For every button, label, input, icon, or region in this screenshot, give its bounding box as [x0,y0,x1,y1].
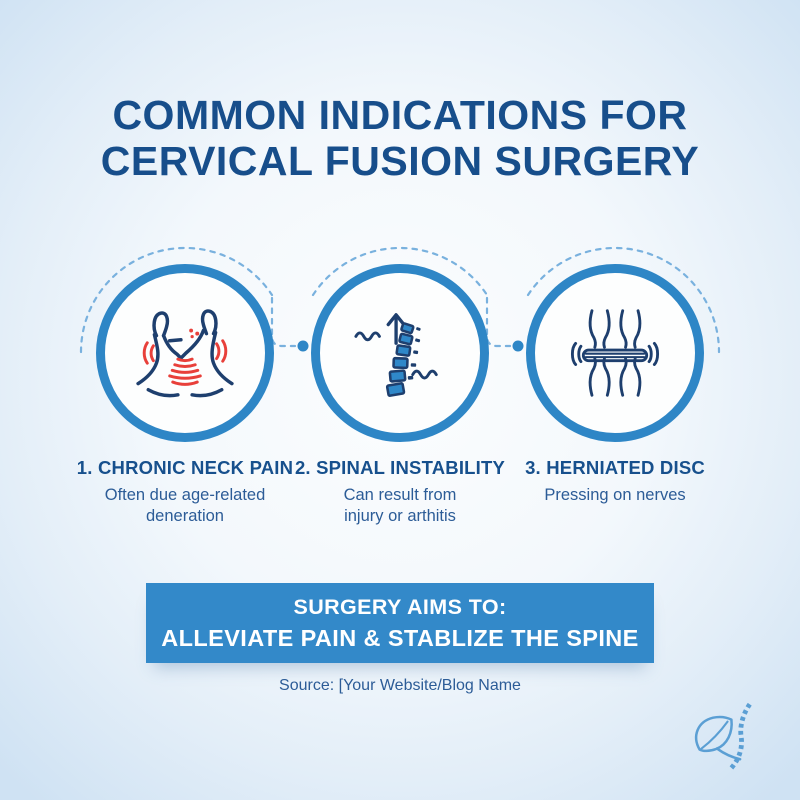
step-circle-3 [526,264,704,442]
step-caption-2: 2. SPINAL INSTABILITY Can result from in… [285,457,515,528]
step-circle-1 [96,264,274,442]
spine-leaf-logo [695,702,752,770]
step-description: Can result from injury or arthitis [343,486,457,526]
lower-vertebra [588,357,642,397]
neck-pain-icon [136,309,234,398]
connector-elbow-2 [485,296,512,348]
connector-elbow-1 [270,296,297,348]
step-caption-3: 3. HERNIATED DISC Pressing on nerves [500,457,730,506]
upper-vertebra [588,309,642,349]
dashed-connector-graphic [79,246,721,354]
herniated-disc-icon [570,309,660,397]
step-heading: 2. SPINAL INSTABILITY [294,457,506,478]
step-description: Pressing on nerves [544,486,686,504]
leaf-outline [695,715,733,753]
banner-line-1: SURGERY AIMS TO: [293,594,507,619]
connector-dot [512,340,524,352]
step-heading: 3. HERNIATED DISC [525,457,705,478]
leaf-vein [700,720,729,750]
page-title: COMMON INDICATIONS FOR CERVICAL FUSION S… [100,92,700,185]
leaf-stem [715,747,742,761]
step-caption-1: 1. CHRONIC NECK PAIN Often due age-relat… [70,457,300,528]
disc-capsule [581,348,649,363]
spinal-instability-icon [354,313,438,397]
step-circle-2 [311,264,489,442]
step-heading: 1. CHRONIC NECK PAIN [76,457,294,478]
banner-line-2: ALLEVIATE PAIN & STABLIZE THE SPINE [161,624,639,651]
connector-dot [297,340,309,352]
spine-block-chain [729,702,752,770]
source-line: Source: [Your Website/Blog Name [279,677,521,694]
surgery-aims-banner: SURGERY AIMS TO: ALLEVIATE PAIN & STABLI… [146,583,654,663]
step-description: Often due age-related deneration [104,486,266,526]
